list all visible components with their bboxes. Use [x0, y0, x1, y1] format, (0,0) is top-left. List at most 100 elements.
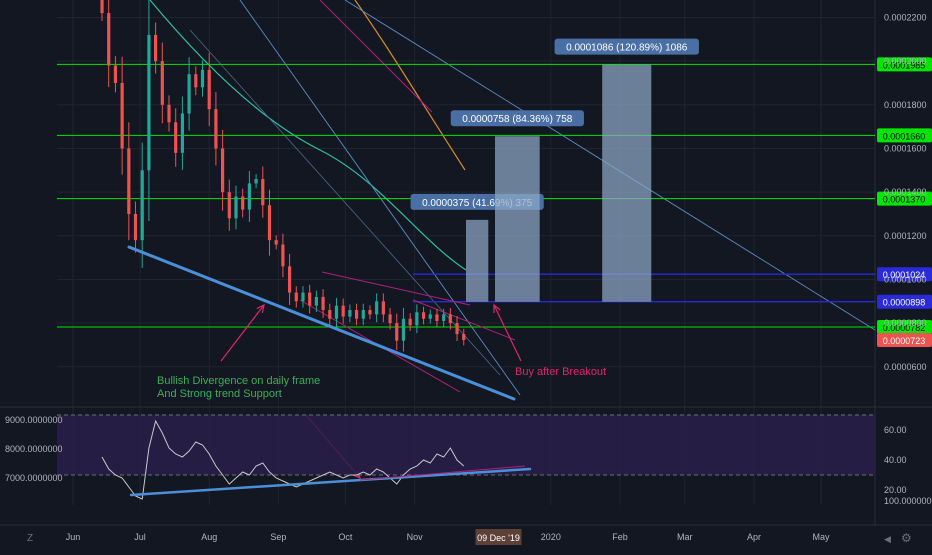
annotation-arrow [493, 304, 522, 362]
candle [368, 310, 372, 315]
candle [308, 292, 312, 306]
candle [442, 314, 446, 321]
candle [254, 179, 258, 184]
target-box [602, 64, 652, 302]
candle [354, 310, 359, 319]
price-tick-label: 0.0001600 [884, 143, 927, 153]
time-tick-label: Aug [201, 532, 217, 542]
price-tick-label: 0.0001400 [884, 187, 927, 197]
candle [227, 192, 231, 219]
time-tick-label: Sep [270, 532, 286, 542]
time-tick-label: May [812, 532, 830, 542]
candle [314, 296, 318, 306]
target-box-label-bg [450, 110, 584, 127]
price-tick-label: 0.0000600 [884, 362, 927, 372]
candle [381, 301, 385, 315]
candle [241, 196, 245, 210]
candle [408, 318, 412, 326]
candle [341, 305, 345, 317]
candle [294, 292, 298, 302]
level-price-tag-bg [877, 57, 932, 72]
oscillator-line [101, 419, 465, 500]
annotation-arrow-head [256, 303, 265, 313]
candle [274, 240, 278, 245]
candle [194, 74, 198, 88]
candle [415, 312, 419, 326]
annotation-text: Bullish Divergence on daily frame [157, 375, 320, 387]
target-box [495, 136, 540, 302]
candle [267, 205, 272, 241]
oscillator-trend-line [129, 467, 532, 497]
time-tick-label: Feb [612, 532, 628, 542]
oscillator-right-tick-label: 20.00 [884, 485, 907, 495]
level-price-tag-bg [877, 128, 932, 143]
candle [421, 312, 426, 319]
target-box-label: 0.0000758 (84.36%) 758 [462, 114, 573, 125]
price-tick-label: 0.0002200 [884, 12, 927, 22]
oscillator-left-tick-label: 8000.0000000 [5, 444, 63, 454]
candle [281, 244, 285, 267]
candle [140, 170, 144, 241]
moving-average-line [149, 0, 467, 271]
level-price-tag-label: 0.0001660 [883, 131, 926, 141]
annotation-arrow [220, 304, 265, 362]
level-price-tag[interactable]: 0.0001660 [877, 128, 932, 143]
candle [348, 310, 352, 317]
candle [107, 13, 111, 66]
target-box-label: 0.0001086 (120.89%) 1086 [566, 43, 688, 54]
candle [428, 314, 432, 319]
level-price-tag[interactable]: 0.0001985 [877, 57, 932, 72]
candle [375, 301, 379, 315]
level-price-tag-bg [877, 320, 932, 335]
candle [113, 65, 118, 83]
candle [301, 292, 305, 302]
level-price-tag[interactable]: 0.0000723 [877, 332, 932, 347]
channel-line [319, 0, 433, 113]
level-price-tag[interactable]: 0.0001370 [877, 191, 932, 206]
scroll-left-icon: ◀ [884, 534, 891, 544]
candle [448, 314, 452, 324]
candle [388, 314, 392, 324]
level-price-tag[interactable]: 0.0000782 [877, 320, 932, 335]
candle [455, 323, 459, 335]
candle [287, 266, 292, 293]
level-price-tag-label: 0.0001370 [883, 195, 926, 205]
level-price-tag[interactable]: 0.0000898 [877, 294, 932, 309]
level-price-tag-label: 0.0000898 [883, 298, 926, 308]
candle [133, 213, 138, 241]
level-price-tag-label: 0.0000782 [883, 323, 926, 333]
level-price-tag-bg [877, 191, 932, 206]
level-price-tag-bg [877, 267, 932, 282]
level-price-tag[interactable]: 0.0001024 [877, 267, 932, 282]
candle [214, 109, 218, 149]
candle [328, 310, 332, 319]
level-price-tag-label: 0.0001985 [883, 60, 926, 70]
channel-line [412, 299, 516, 341]
support-trend-line [127, 245, 516, 401]
candle [321, 296, 325, 311]
level-price-tag-bg [877, 294, 932, 309]
time-cursor-tag-bg [475, 529, 522, 545]
candle [462, 334, 466, 340]
annotation-text: And Strong trend Support [157, 388, 282, 400]
annotation-text: Buy after Breakout [515, 366, 606, 378]
oscillator-left-tick-label: 7000.0000000 [5, 473, 63, 483]
zoom-icon: Z [27, 533, 33, 544]
price-tick-label: 0.0002000 [884, 56, 927, 66]
target-box [465, 219, 489, 302]
level-price-tag-label: 0.0001024 [883, 270, 926, 280]
candle [127, 148, 131, 214]
time-tick-label: Oct [338, 532, 353, 542]
level-price-tag-label: 0.0000723 [883, 336, 926, 346]
target-box-label: 0.0000375 (41.69%) 375 [422, 198, 533, 209]
oscillator-left-tick-label: 9000.0000000 [5, 415, 63, 425]
oscillator-right-tick-label: 100.0000000 [884, 496, 932, 506]
candle [120, 82, 124, 149]
price-tick-label: 0.0001200 [884, 231, 927, 241]
oscillator-band [57, 415, 875, 475]
time-tick-label: Jun [66, 532, 81, 542]
trend-line-descending [239, 0, 521, 396]
candle [200, 69, 205, 88]
candle [401, 318, 406, 341]
